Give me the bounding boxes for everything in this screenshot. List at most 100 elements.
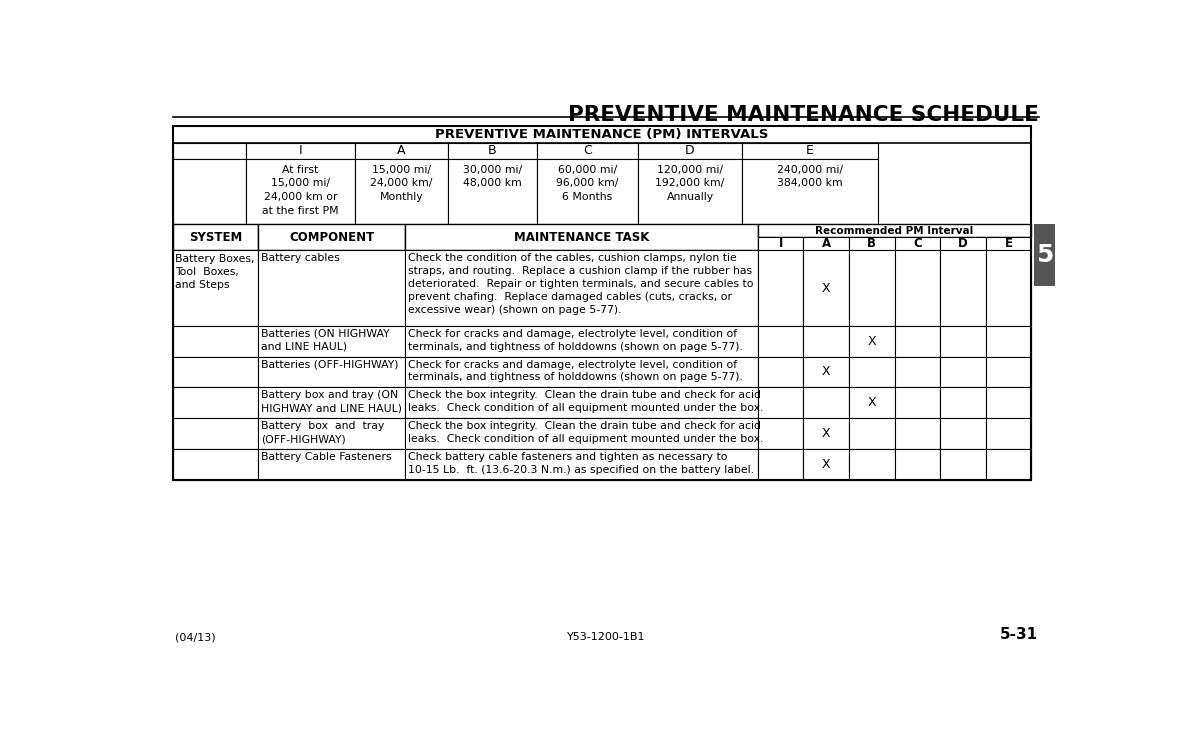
Bar: [742, 143, 878, 159]
Bar: [849, 326, 894, 356]
Text: E: E: [806, 144, 814, 157]
Text: 30,000 mi/
48,000 km: 30,000 mi/ 48,000 km: [463, 165, 522, 188]
Bar: [258, 326, 405, 356]
Text: Check the condition of the cables, cushion clamps, nylon tie
straps, and routing: Check the condition of the cables, cushi…: [408, 253, 754, 315]
Text: 5: 5: [1036, 243, 1053, 267]
Bar: [758, 356, 803, 387]
Bar: [173, 224, 258, 250]
Text: X: X: [867, 396, 877, 409]
Bar: [849, 418, 894, 449]
Bar: [758, 237, 803, 250]
Text: B: B: [489, 144, 497, 157]
Bar: [803, 356, 849, 387]
Text: Y53-1200-1B1: Y53-1200-1B1: [567, 632, 645, 642]
Text: A: A: [397, 144, 406, 157]
Bar: [894, 387, 940, 418]
Bar: [405, 326, 758, 356]
Text: Battery cables: Battery cables: [261, 253, 340, 264]
Bar: [803, 418, 849, 449]
Text: I: I: [299, 144, 303, 157]
Text: Check battery cable fasteners and tighten as necessary to
10-15 Lb.  ft. (13.6-2: Check battery cable fasteners and tighte…: [408, 452, 755, 475]
Bar: [985, 250, 1032, 326]
Bar: [405, 224, 758, 250]
Bar: [405, 356, 758, 387]
Bar: [940, 326, 985, 356]
Text: A: A: [822, 237, 830, 250]
Text: D: D: [685, 144, 694, 157]
Text: E: E: [1004, 237, 1013, 250]
Bar: [258, 356, 405, 387]
Bar: [985, 387, 1032, 418]
Bar: [537, 159, 638, 224]
Bar: [173, 387, 258, 418]
Text: C: C: [913, 237, 922, 250]
Bar: [173, 159, 246, 224]
Text: (04/13): (04/13): [175, 632, 215, 642]
Text: 240,000 mi/
384,000 km: 240,000 mi/ 384,000 km: [777, 165, 843, 188]
Bar: [758, 387, 803, 418]
Text: Batteries (OFF-HIGHWAY): Batteries (OFF-HIGHWAY): [261, 359, 399, 370]
Bar: [803, 237, 849, 250]
Text: Recommended PM Interval: Recommended PM Interval: [815, 225, 974, 236]
Text: D: D: [958, 237, 968, 250]
Bar: [173, 127, 1032, 479]
Bar: [173, 127, 1032, 143]
Bar: [448, 143, 537, 159]
Bar: [258, 418, 405, 449]
Bar: [758, 224, 1032, 237]
Text: MAINTENANCE TASK: MAINTENANCE TASK: [513, 231, 649, 244]
Bar: [258, 250, 405, 326]
Text: Check the box integrity.  Clean the drain tube and check for acid
leaks.  Check : Check the box integrity. Clean the drain…: [408, 390, 764, 414]
Bar: [405, 418, 758, 449]
Bar: [803, 250, 849, 326]
Bar: [537, 143, 638, 159]
Text: Check for cracks and damage, electrolyte level, condition of
terminals, and tigh: Check for cracks and damage, electrolyte…: [408, 329, 743, 351]
Bar: [849, 387, 894, 418]
Text: Battery Boxes,
Tool  Boxes,
and Steps: Battery Boxes, Tool Boxes, and Steps: [175, 254, 254, 290]
Text: 120,000 mi/
192,000 km/
Annually: 120,000 mi/ 192,000 km/ Annually: [655, 165, 725, 202]
Bar: [638, 159, 742, 224]
Bar: [985, 449, 1032, 479]
Bar: [894, 418, 940, 449]
Bar: [758, 449, 803, 479]
Text: Check for cracks and damage, electrolyte level, condition of
terminals, and tigh: Check for cracks and damage, electrolyte…: [408, 359, 743, 382]
Bar: [940, 356, 985, 387]
Bar: [985, 418, 1032, 449]
Bar: [849, 449, 894, 479]
Bar: [742, 159, 878, 224]
Bar: [173, 449, 258, 479]
Text: SYSTEM: SYSTEM: [188, 231, 243, 244]
Text: X: X: [822, 365, 830, 378]
Text: Battery Cable Fasteners: Battery Cable Fasteners: [261, 452, 392, 462]
Bar: [173, 250, 258, 326]
Text: PREVENTIVE MAINTENANCE SCHEDULE: PREVENTIVE MAINTENANCE SCHEDULE: [568, 105, 1039, 124]
Text: Check the box integrity.  Clean the drain tube and check for acid
leaks.  Check : Check the box integrity. Clean the drain…: [408, 421, 764, 444]
Bar: [246, 143, 355, 159]
Text: 15,000 mi/
24,000 km/
Monthly: 15,000 mi/ 24,000 km/ Monthly: [370, 165, 433, 202]
Bar: [355, 143, 448, 159]
Text: X: X: [822, 282, 830, 294]
Text: Batteries (ON HIGHWAY
and LINE HAUL): Batteries (ON HIGHWAY and LINE HAUL): [261, 329, 389, 351]
Text: X: X: [822, 427, 830, 440]
Bar: [849, 356, 894, 387]
Text: I: I: [778, 237, 783, 250]
Text: X: X: [867, 335, 877, 348]
Bar: [894, 326, 940, 356]
Text: PREVENTIVE MAINTENANCE (PM) INTERVALS: PREVENTIVE MAINTENANCE (PM) INTERVALS: [435, 128, 769, 141]
Bar: [940, 250, 985, 326]
Bar: [894, 250, 940, 326]
Bar: [894, 237, 940, 250]
Bar: [940, 237, 985, 250]
Text: X: X: [822, 458, 830, 471]
Bar: [246, 159, 355, 224]
Bar: [448, 159, 537, 224]
Bar: [849, 237, 894, 250]
Bar: [985, 326, 1032, 356]
Bar: [405, 387, 758, 418]
Bar: [638, 143, 742, 159]
Bar: [803, 449, 849, 479]
Bar: [940, 387, 985, 418]
Bar: [258, 387, 405, 418]
Bar: [173, 143, 246, 159]
Bar: [758, 326, 803, 356]
